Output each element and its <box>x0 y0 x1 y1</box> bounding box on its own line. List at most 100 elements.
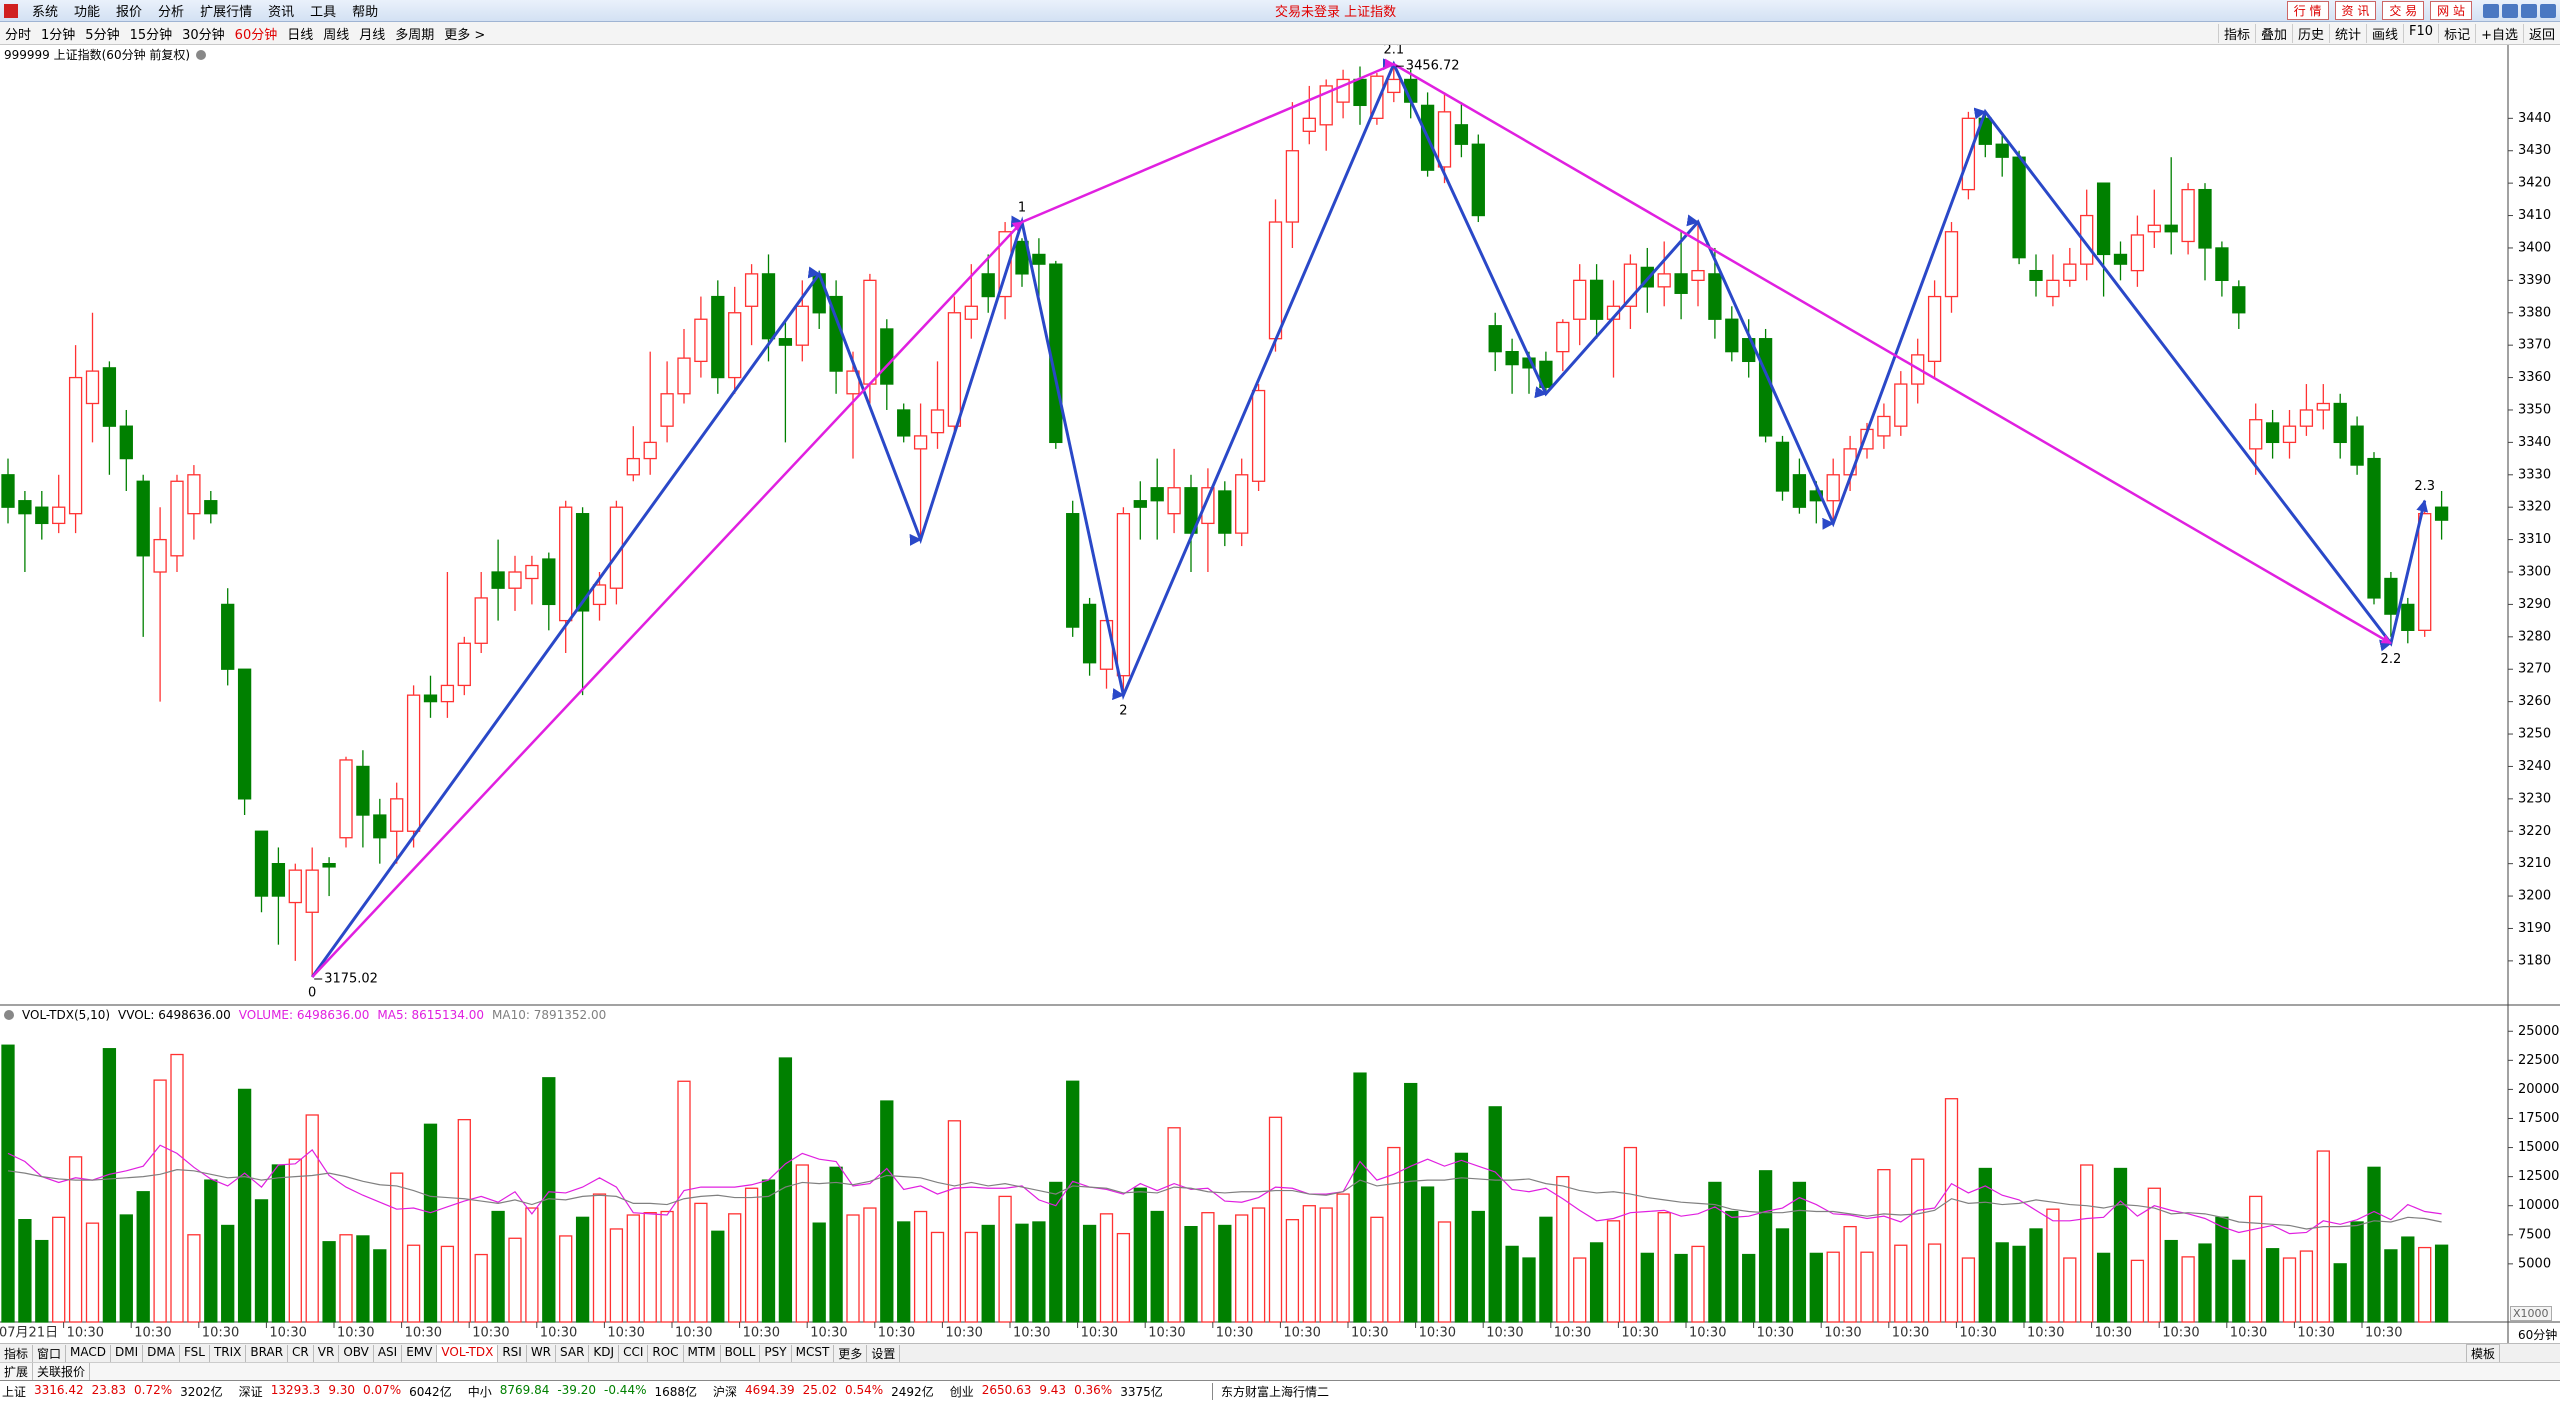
indicator-tab[interactable]: ROC <box>648 1344 684 1362</box>
period-tab[interactable]: 1分钟 <box>41 27 76 43</box>
period-tab[interactable]: 更多 > <box>444 27 486 43</box>
indicator-tab[interactable]: TRIX <box>210 1344 247 1362</box>
menu-item[interactable]: 报价 <box>116 5 143 20</box>
volume-bar <box>1961 1257 1976 1323</box>
tool-button[interactable]: 叠加 <box>2254 23 2292 43</box>
indicator-tab[interactable]: ASI <box>374 1344 403 1362</box>
window-control[interactable] <box>2483 3 2499 18</box>
tool-button[interactable]: 画线 <box>2366 23 2403 43</box>
volume-bar <box>2418 1246 2432 1323</box>
period-tab[interactable]: 分时 <box>5 27 32 43</box>
window-title: 交易未登录 上证指数 <box>1275 5 1397 20</box>
tool-button[interactable]: F10 <box>2403 23 2438 43</box>
volume-bar <box>221 1224 235 1323</box>
indicator-tab[interactable]: FSL <box>180 1344 210 1362</box>
tool-button[interactable]: 返回 <box>2522 23 2560 43</box>
quote-name: 创业 <box>949 1385 974 1399</box>
indicator-tab[interactable]: MACD <box>66 1344 112 1362</box>
menu-item[interactable]: 分析 <box>158 5 185 20</box>
indicator-tab[interactable]: MTM <box>684 1344 721 1362</box>
quote-amount: 1688亿 <box>654 1385 698 1399</box>
candle-body <box>2232 286 2246 314</box>
indicator-tab[interactable]: SAR <box>556 1344 590 1362</box>
tool-button[interactable]: 历史 <box>2291 23 2329 43</box>
indicator-tab[interactable]: DMA <box>143 1344 180 1362</box>
quick-button[interactable]: 资 讯 <box>2334 1 2377 20</box>
volume-bar <box>2384 1249 2398 1323</box>
x-tick-label: 10:30 <box>1216 1326 1253 1341</box>
period-tab[interactable]: 周线 <box>323 27 350 43</box>
settings-icon[interactable] <box>4 1010 14 1020</box>
indicator-tab[interactable]: BOLL <box>721 1344 761 1362</box>
window-control[interactable] <box>2540 3 2556 18</box>
indicator-tab[interactable]: OBV <box>339 1344 374 1362</box>
window-control[interactable] <box>2521 3 2537 18</box>
indicator-tab[interactable]: CCI <box>619 1344 649 1362</box>
candle-body <box>1927 295 1942 363</box>
quote-amount: 3202亿 <box>180 1385 223 1399</box>
menu-item[interactable]: 工具 <box>310 5 337 20</box>
menu-item[interactable]: 功能 <box>74 5 101 20</box>
period-tab[interactable]: 15分钟 <box>129 27 173 43</box>
volume-bar <box>1995 1242 2009 1323</box>
volume-bar <box>1032 1221 1046 1323</box>
volume-bar <box>2113 1167 2128 1323</box>
template-button[interactable]: 模板 <box>2465 1343 2500 1363</box>
quote-name: 中小 <box>467 1385 492 1399</box>
x-tick-label: 10:30 <box>1621 1326 1658 1341</box>
indicator-tab[interactable]: CR <box>288 1344 314 1362</box>
menu-item[interactable]: 资讯 <box>268 5 295 20</box>
tool-button[interactable]: 统计 <box>2329 23 2366 43</box>
settings-icon[interactable] <box>196 49 207 60</box>
candle-body <box>1251 389 1266 482</box>
indicator-tab[interactable]: WR <box>527 1344 557 1362</box>
menu-item[interactable]: 帮助 <box>352 5 379 20</box>
period-tab[interactable]: 5分钟 <box>85 27 120 43</box>
period-tab[interactable]: 30分钟 <box>182 27 225 43</box>
candle-body <box>2350 425 2364 466</box>
indicator-tab[interactable]: PSY <box>760 1344 792 1362</box>
indicator-tab[interactable]: BRAR <box>246 1344 289 1362</box>
candle-body <box>322 863 336 868</box>
quick-button[interactable]: 交 易 <box>2382 1 2425 20</box>
indicator-tab[interactable]: 窗口 <box>33 1344 67 1362</box>
indicator-tab[interactable]: KDJ <box>589 1344 620 1362</box>
candle-body <box>204 500 218 515</box>
indicator-tab[interactable]: VOL-TDX <box>437 1344 499 1362</box>
indicator-tab[interactable]: MCST <box>792 1344 835 1362</box>
quote-amount: 2492亿 <box>891 1385 934 1399</box>
indicator-tab[interactable]: EMV <box>402 1344 438 1362</box>
tool-button[interactable]: 指标 <box>2217 23 2255 43</box>
period-tab[interactable]: 日线 <box>287 27 314 43</box>
candle-body <box>356 765 370 816</box>
indicator-tab[interactable]: 设置 <box>867 1344 901 1362</box>
volume-bar <box>1251 1207 1266 1323</box>
indicator-tab[interactable]: VR <box>314 1344 340 1362</box>
period-tab[interactable]: 多周期 <box>395 27 435 43</box>
period-tab[interactable]: 60分钟 <box>234 27 278 43</box>
period-tab[interactable]: 月线 <box>359 27 386 43</box>
candle-body <box>1792 474 1807 508</box>
quick-button[interactable]: 网 站 <box>2430 1 2472 20</box>
quick-button[interactable]: 行 情 <box>2286 1 2329 20</box>
indicator-tab[interactable]: 指标 <box>0 1344 34 1362</box>
volume-bar <box>2080 1164 2094 1323</box>
menu-item[interactable]: 扩展行情 <box>200 5 253 20</box>
window-control[interactable] <box>2502 3 2518 18</box>
candle-body <box>2249 419 2263 450</box>
candle-body <box>1573 279 1587 320</box>
tool-button[interactable]: +自选 <box>2475 23 2523 43</box>
volume-bar <box>677 1080 691 1323</box>
volume-bar <box>440 1245 455 1323</box>
extension-tab[interactable]: 扩展 <box>0 1363 34 1380</box>
extension-tab[interactable]: 关联报价 <box>33 1363 91 1380</box>
indicator-tab[interactable]: RSI <box>498 1344 527 1362</box>
candle-body <box>2299 409 2314 427</box>
indicator-tab[interactable]: DMI <box>111 1344 144 1362</box>
volume-bar <box>1471 1210 1485 1323</box>
menu-item[interactable]: 系统 <box>32 5 59 20</box>
tool-button[interactable]: 标记 <box>2438 23 2475 43</box>
wave-label: 2.2 <box>2381 652 2402 667</box>
indicator-tab[interactable]: 更多 <box>834 1344 868 1362</box>
x-tick-label: 10:30 <box>1081 1326 1118 1341</box>
